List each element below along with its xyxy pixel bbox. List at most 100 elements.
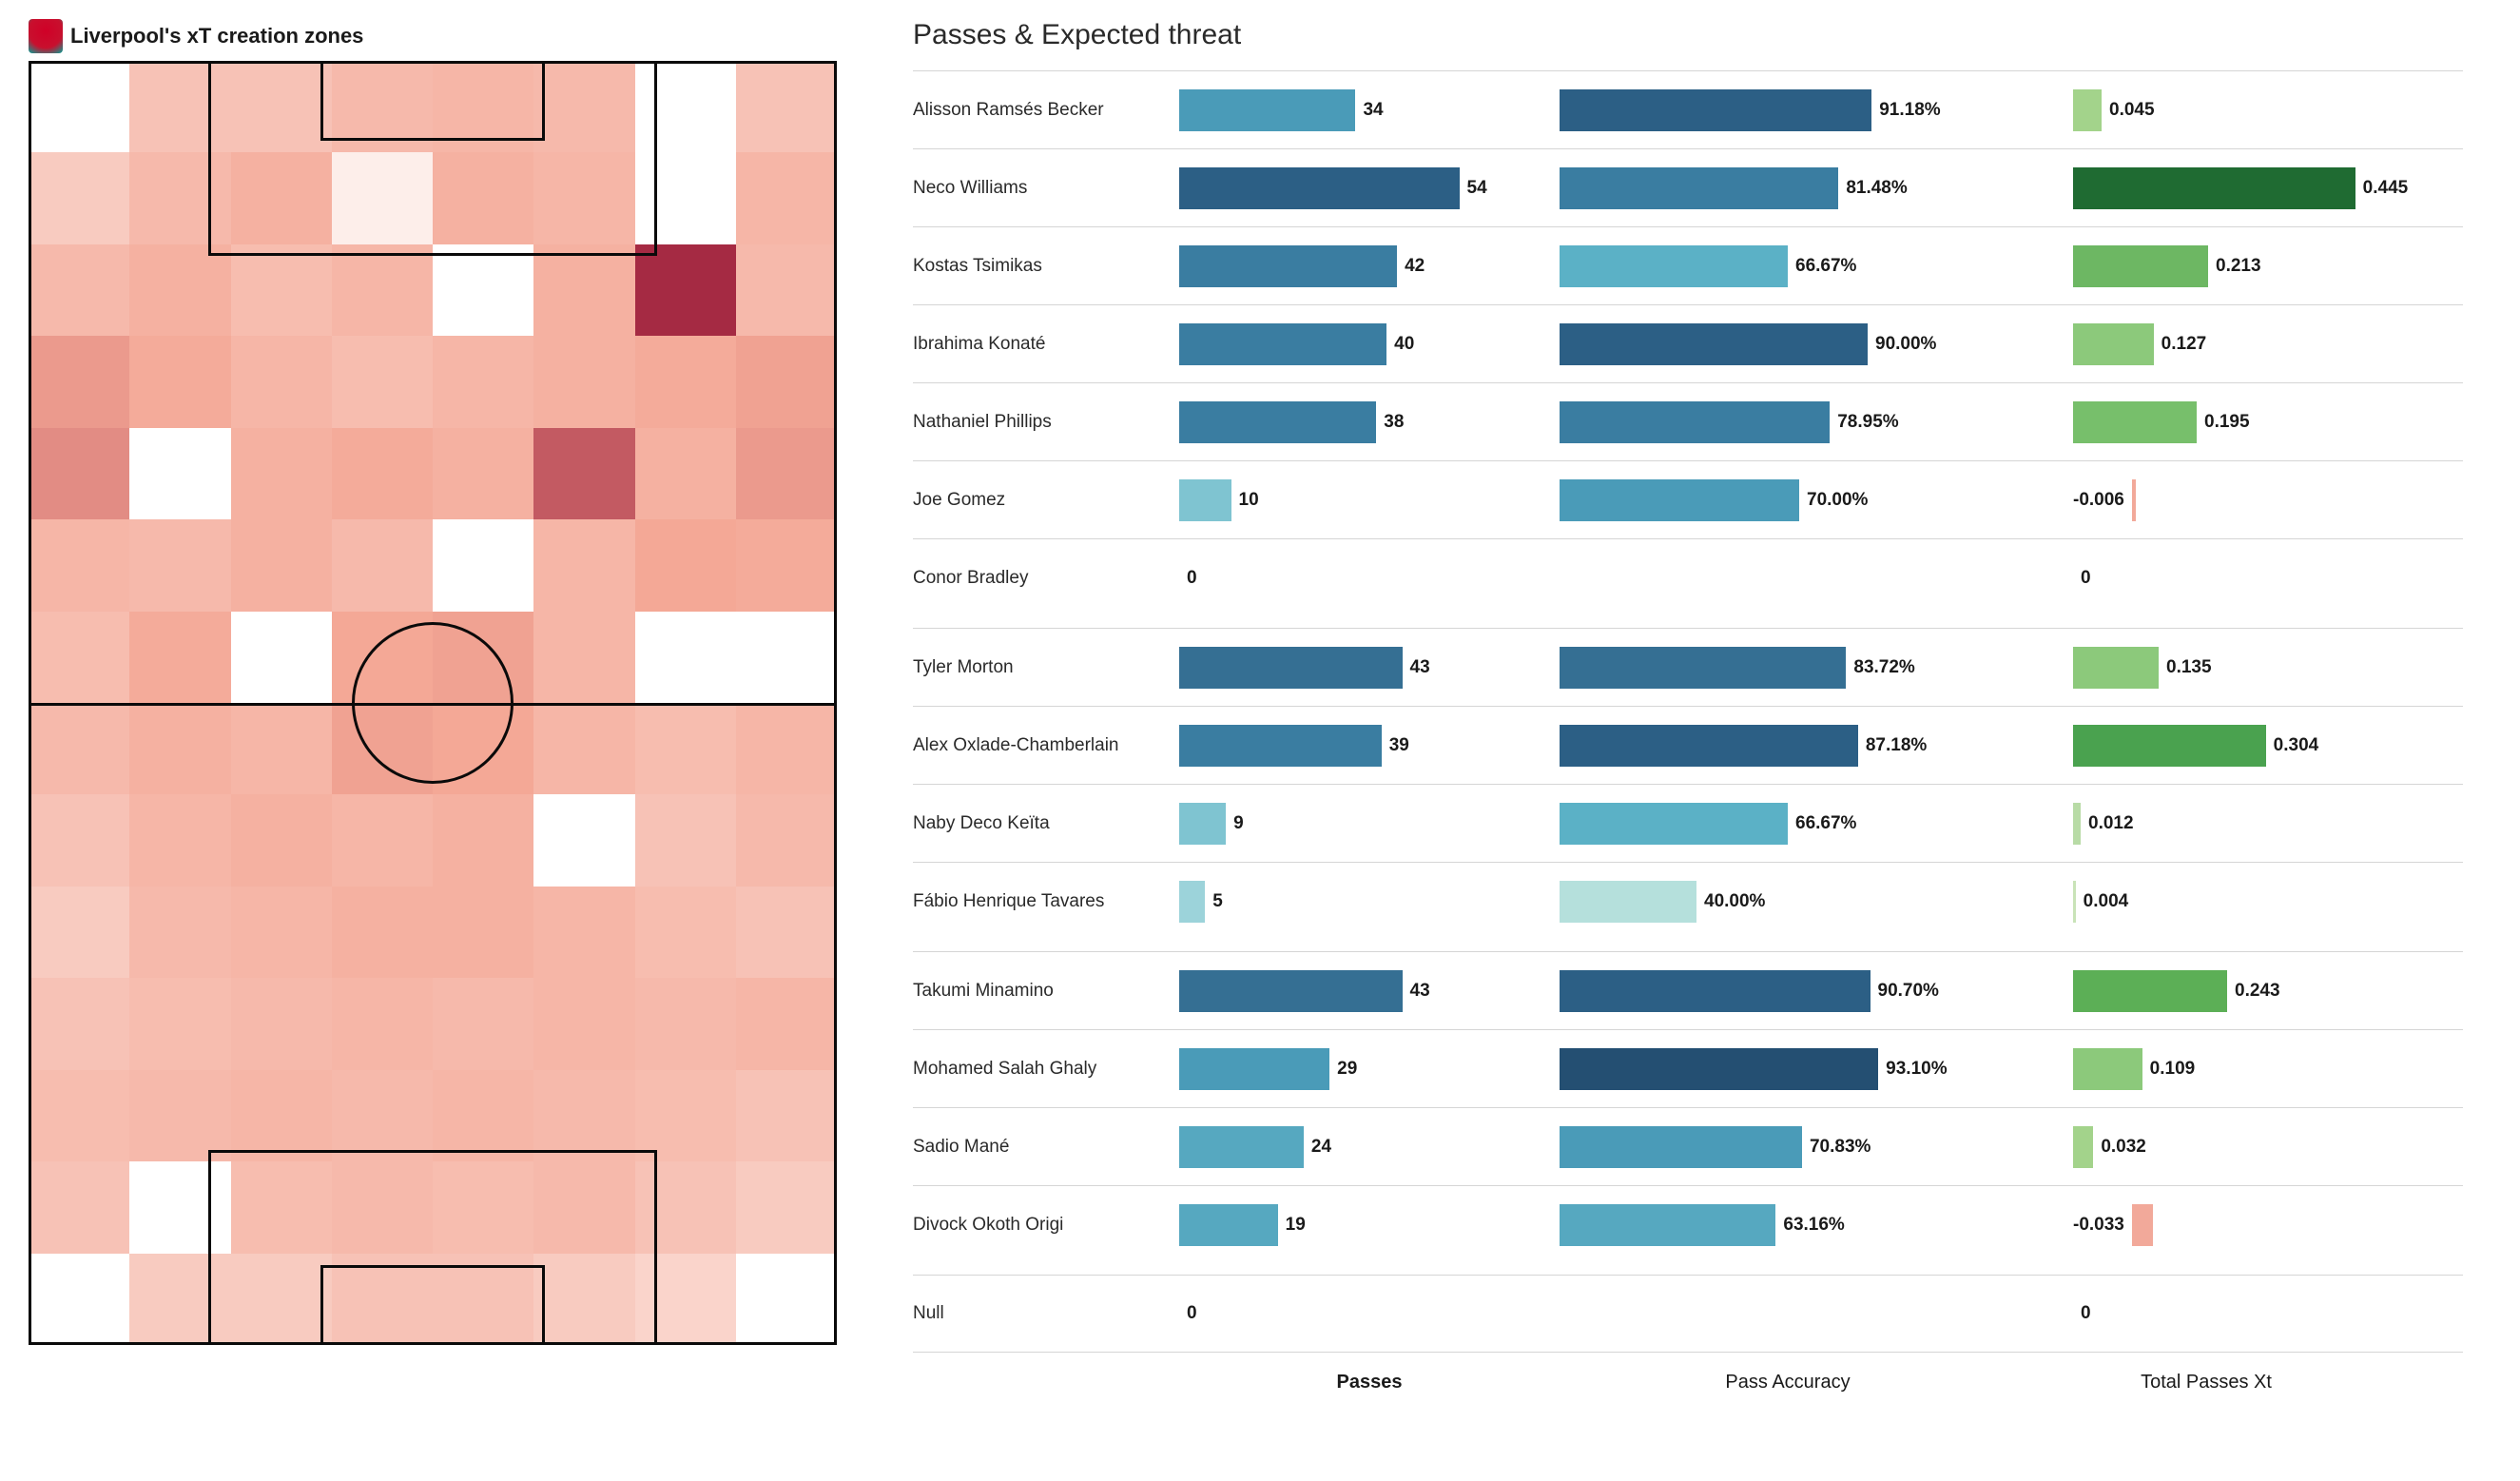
xt-bar [2073,245,2208,287]
xt-bar [2073,725,2266,767]
player-name: Ibrahima Konaté [913,334,1179,355]
accuracy-value: 87.18% [1866,735,1927,756]
xt-bar [2073,881,2076,923]
player-name: Joe Gomez [913,490,1179,511]
accuracy-cell: 93.10% [1560,1048,2016,1090]
six-yard-bottom [320,1265,545,1342]
accuracy-value: 70.83% [1810,1137,1871,1158]
player-name: Divock Okoth Origi [913,1215,1179,1236]
accuracy-bar [1560,89,1871,131]
xt-bar [2073,89,2102,131]
xt-anchor: 0.109 [2073,1048,2195,1090]
passes-cell: 0 [1179,1293,1560,1335]
accuracy-cell: 66.67% [1560,245,2016,287]
accuracy-value: 90.00% [1875,334,1936,355]
left-panel: Liverpool's xT creation zones [19,19,837,1462]
accuracy-value: 83.72% [1853,657,1914,678]
xt-anchor: 0.195 [2073,401,2250,443]
table-row: Ibrahima Konaté 40 90.00% 0.127 [913,304,2463,382]
xt-anchor: -0.006 [2073,479,2136,521]
xt-anchor: 0.045 [2073,89,2155,131]
xt-value: 0.445 [2363,178,2409,199]
accuracy-cell: 63.16% [1560,1204,2016,1246]
table-row: Alisson Ramsés Becker3491.18%0.045 [913,70,2463,148]
accuracy-value: 90.70% [1878,981,1939,1002]
passes-value: 39 [1389,735,1409,756]
passes-value: 0 [1187,568,1197,589]
axis-xt: Total Passes Xt [2016,1372,2396,1393]
table-row: Takumi Minamino4390.70%0.243 [913,951,2463,1029]
accuracy-cell: 40.00% [1560,881,2016,923]
passes-cell: 43 [1179,970,1560,1012]
passes-value: 29 [1337,1059,1357,1080]
passes-cell: 38 [1179,401,1560,443]
passes-bar [1179,881,1205,923]
passes-bar [1179,1126,1304,1168]
xt-anchor: 0 [2073,557,2091,599]
passes-bar [1179,167,1460,209]
passes-cell: 42 [1179,245,1560,287]
xt-value: 0.004 [2084,891,2129,912]
xt-anchor: 0.004 [2073,881,2128,923]
passes-bar [1179,725,1382,767]
player-name: Neco Williams [913,178,1179,199]
xt-value: 0 [2081,568,2091,589]
accuracy-cell: 70.00% [1560,479,2016,521]
player-name: Fábio Henrique Tavares [913,891,1179,912]
table-row: Mohamed Salah Ghaly2993.10%0.109 [913,1029,2463,1107]
accuracy-bar [1560,647,1846,689]
accuracy-value: 78.95% [1837,412,1898,433]
accuracy-bar [1560,323,1868,365]
passes-cell: 0 [1179,557,1560,599]
passes-value: 19 [1286,1215,1306,1236]
accuracy-bar [1560,725,1858,767]
xt-value: 0.127 [2161,334,2207,355]
passes-value: 54 [1467,178,1487,199]
table-row: Sadio Mané2470.83%0.032 [913,1107,2463,1185]
xt-value: -0.006 [2073,490,2124,511]
accuracy-cell: 90.70% [1560,970,2016,1012]
accuracy-bar [1560,1126,1802,1168]
accuracy-bar [1560,245,1788,287]
passes-cell: 39 [1179,725,1560,767]
accuracy-value: 70.00% [1807,490,1868,511]
player-name: Nathaniel Phillips [913,412,1179,433]
passes-cell: 40 [1179,323,1560,365]
xt-anchor: 0 [2073,1293,2091,1335]
six-yard-top [320,64,545,141]
center-circle [352,622,514,784]
xt-anchor: 0.445 [2073,167,2408,209]
passes-value: 40 [1394,334,1414,355]
passes-cell: 43 [1179,647,1560,689]
xt-bar [2073,970,2227,1012]
accuracy-value: 81.48% [1846,178,1907,199]
accuracy-value: 66.67% [1795,256,1856,277]
axis-accuracy: Pass Accuracy [1560,1372,2016,1393]
player-name: Tyler Morton [913,657,1179,678]
accuracy-cell: 83.72% [1560,647,2016,689]
table-row: Alex Oxlade-Chamberlain3987.18%0.304 [913,706,2463,784]
xt-anchor: -0.033 [2073,1204,2153,1246]
passes-value: 0 [1187,1303,1197,1324]
xt-value: 0.109 [2150,1059,2196,1080]
accuracy-value: 93.10% [1886,1059,1947,1080]
table-row: Neco Williams 54 81.48% 0.445 [913,148,2463,226]
table-row: Kostas Tsimikas4266.67%0.213 [913,226,2463,304]
accuracy-value: 66.67% [1795,813,1856,834]
xt-bar [2073,401,2197,443]
accuracy-bar [1560,167,1838,209]
table-rows: Alisson Ramsés Becker3491.18%0.045Neco W… [913,70,2463,1353]
layout-wrap: Liverpool's xT creation zones Passes & E… [19,19,2501,1462]
accuracy-cell: 78.95% [1560,401,2016,443]
player-name: Naby Deco Keïta [913,813,1179,834]
passes-bar [1179,1048,1329,1090]
table-row: Null00 [913,1275,2463,1353]
right-panel: Passes & Expected threat Alisson Ramsés … [837,19,2501,1462]
passes-bar [1179,1204,1278,1246]
accuracy-bar [1560,401,1830,443]
xt-anchor: 0.304 [2073,725,2318,767]
axis-row: Passes Pass Accuracy Total Passes Xt [913,1372,2463,1393]
xt-value: 0.045 [2109,100,2155,121]
pitch-outline [29,61,837,1345]
accuracy-value: 63.16% [1783,1215,1844,1236]
